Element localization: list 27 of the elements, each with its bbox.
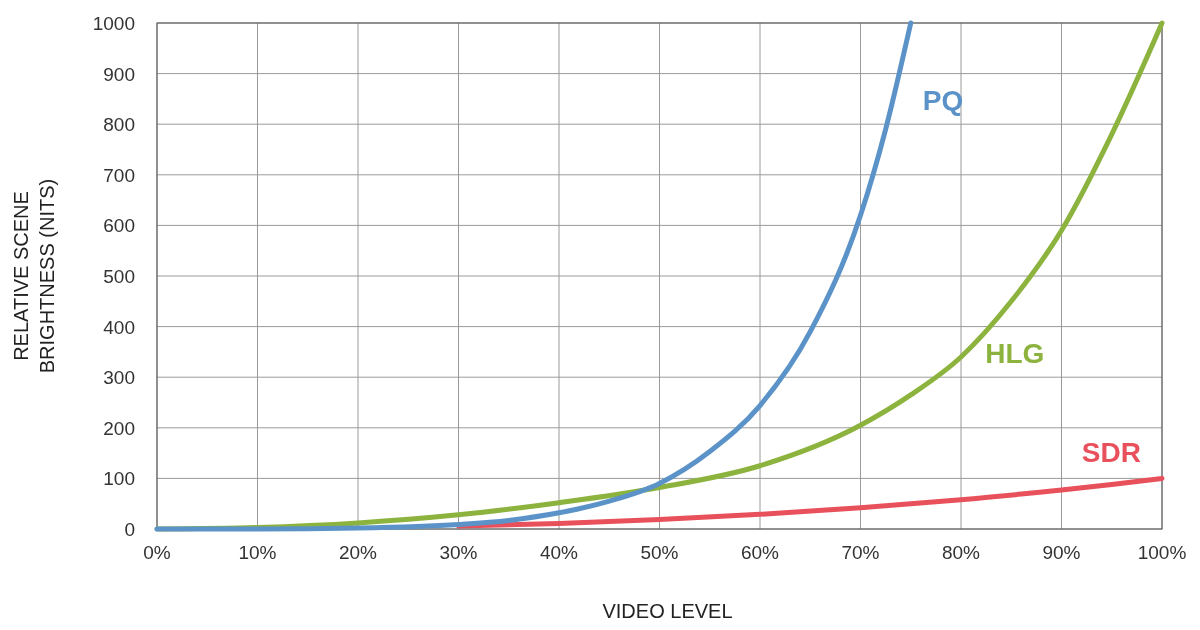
y-tick-label: 1000: [92, 13, 135, 34]
x-tick-label: 70%: [841, 542, 880, 563]
x-tick-label: 100%: [1137, 542, 1187, 563]
x-tick-label: 80%: [941, 542, 981, 563]
series-label: SDR: [1081, 437, 1141, 469]
x-tick-label: 10%: [238, 542, 277, 563]
y-tick-label: 900: [103, 63, 135, 85]
y-tick-label: 400: [103, 316, 135, 338]
x-tick-label: 60%: [740, 542, 780, 563]
x-axis-title: VIDEO LEVEL: [602, 600, 733, 622]
y-tick-label: 0: [124, 519, 135, 540]
x-tick-label: 50%: [640, 542, 679, 563]
series-label: PQ: [922, 85, 964, 116]
y-tick-label: 200: [103, 417, 135, 439]
y-tick-label: 500: [103, 266, 135, 287]
x-tick-label: 0%: [143, 542, 171, 563]
y-axis-title: RELATIVE SCENE BRIGHTNESS (NITS): [10, 178, 58, 374]
y-tick-label: 800: [103, 114, 135, 136]
y-tick-label: 300: [103, 367, 135, 389]
x-tick-label: 90%: [1042, 542, 1081, 563]
x-tick-label: 30%: [439, 542, 478, 563]
x-tick-label: 20%: [338, 542, 378, 563]
y-tick-label: 100: [103, 468, 135, 490]
x-tick-label: 40%: [539, 542, 579, 563]
series-label: HLG: [985, 338, 1045, 370]
y-tick-label: 600: [103, 215, 135, 237]
y-tick-label: 700: [103, 164, 135, 186]
